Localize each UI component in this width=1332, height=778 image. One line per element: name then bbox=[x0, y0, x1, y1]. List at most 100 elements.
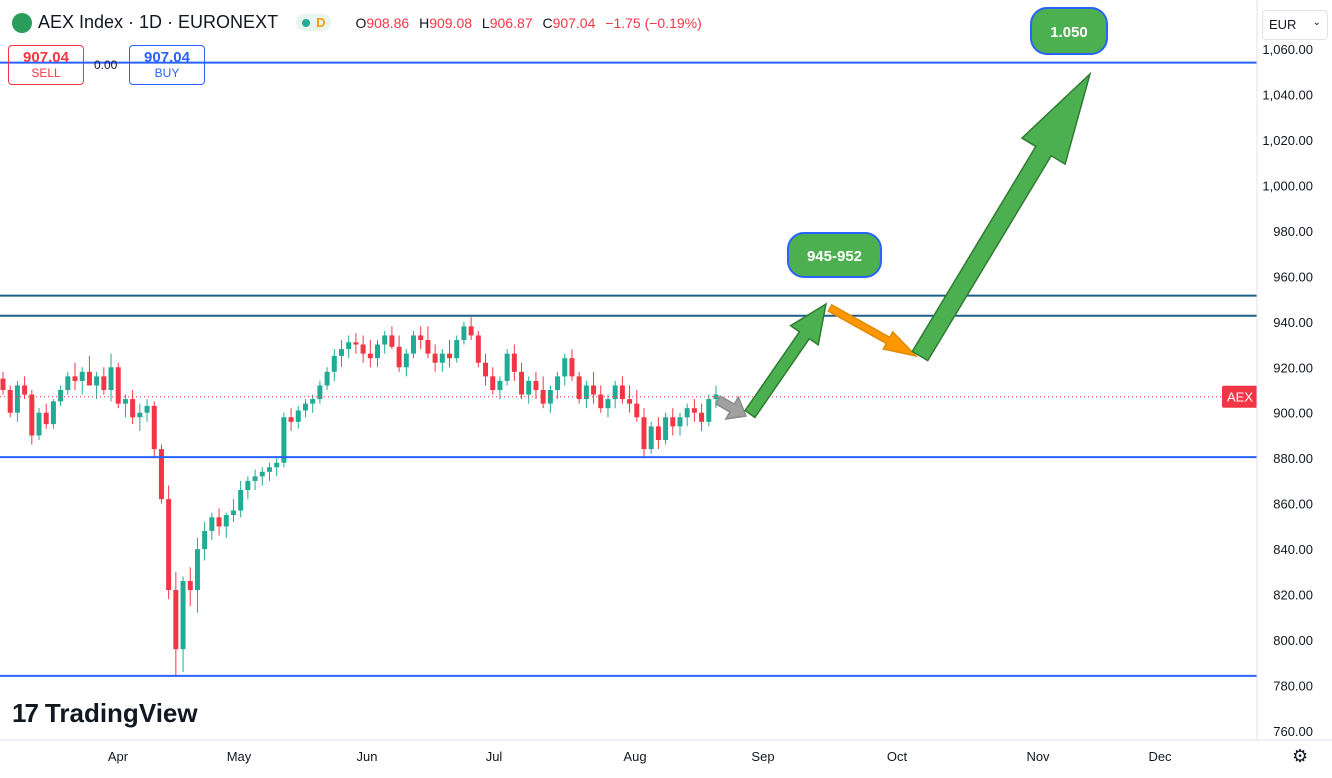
candle-body bbox=[22, 385, 28, 395]
price-tick-label: 1,000.00 bbox=[1262, 178, 1313, 193]
buy-price: 907.04 bbox=[144, 49, 190, 66]
candle-body bbox=[432, 353, 438, 363]
price-tick-label: 900.00 bbox=[1273, 406, 1313, 421]
candle-body bbox=[655, 426, 661, 441]
price-tick-label: 1,060.00 bbox=[1262, 42, 1313, 57]
candle-body bbox=[663, 417, 669, 441]
annotation-label: 945-952 bbox=[807, 248, 862, 265]
time-tick-label: Oct bbox=[887, 749, 908, 764]
tradingview-logo[interactable]: 17 TradingView bbox=[12, 698, 198, 729]
projection-arrows: 945-952 1.050 bbox=[714, 7, 1108, 420]
candle-body bbox=[605, 399, 611, 409]
buy-label: BUY bbox=[154, 66, 180, 80]
price-tick-label: 940.00 bbox=[1273, 315, 1313, 330]
candle-body bbox=[0, 378, 6, 390]
chevron-down-icon: ⌄ bbox=[1312, 17, 1321, 28]
candle-body bbox=[202, 530, 208, 550]
time-tick-label: Dec bbox=[1148, 749, 1172, 764]
time-tick-label: Jul bbox=[486, 749, 503, 764]
price-tick-label: 880.00 bbox=[1273, 451, 1313, 466]
price-tick-label: 920.00 bbox=[1273, 360, 1313, 375]
candle-body bbox=[288, 417, 294, 422]
symbol-title[interactable]: AEX Index · 1D · EURONEXT bbox=[38, 12, 279, 32]
time-tick-label: Nov bbox=[1026, 749, 1050, 764]
candle-body bbox=[684, 408, 690, 418]
candle-body bbox=[130, 399, 136, 418]
candle-body bbox=[187, 580, 193, 591]
candle-body bbox=[634, 403, 640, 418]
candle-body bbox=[699, 412, 705, 422]
candle-body bbox=[43, 412, 49, 425]
price-tick-label: 960.00 bbox=[1273, 269, 1313, 284]
candle-body bbox=[425, 339, 431, 354]
horizontal-levels: 1,054.02951.50942.66880.48784.23AEX907.0… bbox=[0, 51, 1328, 687]
candle-body bbox=[706, 399, 712, 422]
candle-body bbox=[598, 394, 604, 409]
candle-body bbox=[691, 408, 697, 413]
settings-gear-icon[interactable]: ⚙ bbox=[1292, 746, 1309, 766]
delayed-badge: D bbox=[316, 15, 326, 30]
candle-body bbox=[137, 412, 143, 418]
candle-body bbox=[591, 385, 597, 395]
candle-body bbox=[353, 342, 359, 345]
price-axis: 760.00 780.00 800.00 820.00 840.00 860.00 880.… bbox=[1256, 0, 1332, 778]
candles bbox=[0, 317, 1222, 677]
brand-name: TradingView bbox=[44, 698, 198, 728]
buy-button[interactable]: 907.04 BUY bbox=[129, 45, 205, 85]
candle-body bbox=[36, 412, 42, 436]
annotation-callout bbox=[1030, 7, 1108, 55]
candle-body bbox=[223, 515, 229, 527]
price-axis-bg bbox=[1257, 0, 1332, 778]
time-tick-label: May bbox=[227, 749, 252, 764]
gray-arrow bbox=[714, 395, 748, 420]
candle-body bbox=[194, 549, 200, 591]
price-tick-label: 820.00 bbox=[1273, 588, 1313, 603]
green-arrow-up-1 bbox=[744, 302, 828, 419]
aex-logo-icon bbox=[12, 12, 32, 33]
symbol-header: AEX Index · 1D · EURONEXT D O908.86 H909… bbox=[12, 12, 708, 33]
candle-body bbox=[302, 403, 308, 411]
candle-body bbox=[245, 480, 251, 491]
candle-body bbox=[382, 335, 388, 345]
candle-body bbox=[58, 390, 64, 402]
candle-body bbox=[101, 376, 107, 390]
candle-body bbox=[389, 335, 395, 347]
candle-body bbox=[367, 353, 373, 359]
candle-body bbox=[533, 380, 539, 390]
high-value: 909.08 bbox=[429, 14, 473, 31]
candle-body bbox=[295, 410, 301, 422]
tradingview-mark-icon: 17 bbox=[12, 698, 39, 728]
time-tick-label: Jun bbox=[357, 749, 378, 764]
candle-body bbox=[238, 490, 244, 511]
price-tick-label: 840.00 bbox=[1273, 542, 1313, 557]
candle-body bbox=[230, 510, 236, 516]
open-value: 908.86 bbox=[366, 14, 410, 31]
change-value: −1.75 (−0.19%) bbox=[605, 14, 702, 31]
currency-select[interactable]: EUR ⌄ bbox=[1262, 10, 1328, 40]
candle-body bbox=[670, 417, 676, 427]
candle-body bbox=[180, 580, 186, 650]
candle-body bbox=[266, 467, 272, 472]
open-label: O bbox=[355, 14, 367, 31]
candle-body bbox=[483, 362, 489, 377]
candle-body bbox=[86, 371, 92, 386]
candle-body bbox=[627, 399, 633, 404]
candle-body bbox=[454, 339, 460, 359]
market-status[interactable]: D bbox=[296, 14, 332, 31]
sell-price: 907.04 bbox=[23, 49, 69, 66]
candle-body bbox=[562, 358, 568, 377]
high-label: H bbox=[419, 14, 430, 31]
candle-body bbox=[317, 385, 323, 400]
candle-body bbox=[411, 335, 417, 354]
candle-body bbox=[79, 371, 85, 381]
sell-button[interactable]: 907.04 SELL bbox=[8, 45, 84, 85]
candle-body bbox=[50, 401, 56, 425]
price-tick-label: 800.00 bbox=[1273, 633, 1313, 648]
candle-body bbox=[108, 367, 114, 390]
candle-body bbox=[94, 376, 100, 386]
orange-arrow-down bbox=[827, 303, 919, 358]
candle-body bbox=[677, 417, 683, 427]
low-label: L bbox=[481, 14, 490, 31]
annotation-label: 1.050 bbox=[1050, 24, 1088, 41]
